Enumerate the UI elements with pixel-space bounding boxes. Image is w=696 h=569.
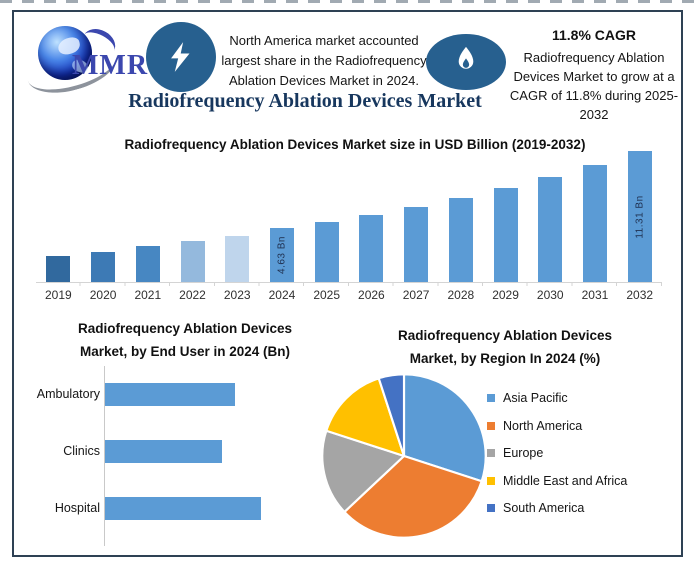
legend-item-asia-pacific: Asia Pacific (487, 391, 627, 405)
column-bar-2025 (314, 222, 339, 282)
lightning-icon (146, 22, 216, 92)
column-slot-2026 (349, 150, 394, 282)
legend-label: Middle East and Africa (503, 473, 628, 488)
x-axis-label-2023: 2023 (223, 288, 251, 302)
x-axis-label-2031: 2031 (581, 288, 609, 302)
mmr-logo-text: MMR (72, 50, 149, 81)
column-bar-2020 (91, 251, 116, 282)
column-data-label-2032: 11.31 Bn (634, 194, 646, 239)
legend-item-south-america: South America (487, 501, 627, 515)
column-slot-2029 (483, 150, 528, 282)
end-user-category-labels: Ambulatory Clinics Hospital (12, 383, 100, 554)
column-bar-2027 (404, 207, 429, 282)
x-axis-label-2026: 2026 (358, 288, 385, 302)
x-axis-labels: 2019 2020 2021 2022 2023 2024 2025 2026 2027 2028… (36, 288, 662, 302)
legend-item-europe: Europe (487, 446, 627, 460)
column-bar-2030 (538, 177, 563, 282)
x-axis-label-2025: 2025 (313, 288, 341, 302)
legend-label: Asia Pacific (503, 391, 568, 405)
end-user-label-clinics: Clinics (63, 444, 100, 458)
column-slot-2021 (125, 150, 170, 282)
legend-swatch-icon (487, 421, 495, 430)
legend-label: Europe (503, 446, 544, 460)
column-slot-2031 (573, 150, 618, 282)
market-size-column-chart: 4.63 Bn 11.31 Bn (36, 150, 662, 283)
legend-item-middle-east-and-africa: Middle East and Africa (487, 474, 627, 488)
cagr-headline: 11.8% CAGR (551, 27, 637, 43)
end-user-y-axis (104, 366, 105, 546)
region-legend: Asia Pacific North America Europe Middle Ea… (487, 391, 627, 529)
x-axis-label-2030: 2030 (536, 288, 564, 302)
legend-item-north-america: North America (487, 419, 627, 433)
north-america-callout-text: North America market accounted largest s… (221, 33, 427, 89)
column-bar-2029 (493, 188, 518, 282)
legend-label: South America (503, 501, 585, 515)
column-bar-2021 (135, 246, 160, 282)
pie-slice-north-america (343, 454, 483, 539)
column-bar-2031 (582, 164, 607, 282)
column-slot-2024: 4.63 Bn (260, 150, 305, 282)
column-bar-2019 (46, 256, 71, 282)
column-slot-2019 (36, 150, 81, 282)
legend-label: North America (503, 418, 583, 433)
mmr-logo: MMR (21, 20, 149, 102)
column-slot-2028 (438, 150, 483, 282)
column-bar-2022 (180, 241, 205, 282)
column-data-label-2024: 4.63 Bn (276, 236, 288, 275)
market-size-chart-title: Radiofrequency Ablation Devices Market s… (124, 137, 586, 152)
globe-icon (38, 26, 92, 80)
page-title: Radiofrequency Ablation Devices Market (128, 90, 482, 112)
region-pie-chart (318, 370, 490, 542)
top-dashed-line (0, 0, 696, 3)
cagr-text: Radiofrequency Ablation Devices Market t… (509, 50, 679, 122)
end-user-chart-title: Radiofrequency Ablation Devices Market, … (77, 321, 293, 359)
cagr-callout: 11.8% CAGR Radiofrequency Ablation Devic… (506, 27, 682, 124)
pie-slice-south-america (377, 373, 406, 458)
column-slot-2023 (215, 150, 260, 282)
column-bar-2024: 4.63 Bn (269, 228, 294, 282)
x-axis-label-2027: 2027 (402, 288, 430, 302)
end-user-label-ambulatory: Ambulatory (36, 387, 100, 401)
column-bar-2026 (359, 214, 384, 282)
x-axis-label-2020: 2020 (89, 288, 117, 302)
legend-swatch-icon (487, 476, 495, 485)
column-slot-2032: 11.31 Bn (617, 150, 662, 282)
pie-slice-asia-pacific (402, 373, 487, 483)
end-user-bar-ambulatory (105, 383, 235, 406)
legend-swatch-icon (487, 394, 495, 402)
x-axis-label-2032: 2032 (626, 288, 654, 302)
x-axis-label-2021: 2021 (134, 288, 162, 302)
legend-swatch-icon (487, 504, 495, 512)
x-axis-label-2028: 2028 (447, 288, 475, 302)
end-user-bar-chart (105, 383, 261, 554)
column-slot-2020 (81, 150, 126, 282)
end-user-bar-hospital (105, 497, 261, 520)
column-bar-2032: 11.31 Bn (627, 151, 652, 282)
x-axis-label-2019: 2019 (45, 288, 72, 302)
x-axis-label-2024: 2024 (268, 288, 296, 302)
column-slot-2030 (528, 150, 573, 282)
column-bar-2023 (225, 235, 250, 282)
column-bar-2028 (448, 198, 473, 282)
end-user-bar-clinics (105, 440, 222, 463)
column-slot-2022 (170, 150, 215, 282)
x-axis-ticks (36, 283, 662, 286)
end-user-label-hospital: Hospital (54, 501, 100, 515)
x-axis-label-2022: 2022 (179, 288, 206, 302)
flame-icon (426, 34, 506, 90)
column-slot-2027 (394, 150, 439, 282)
legend-swatch-icon (487, 449, 495, 457)
region-chart-title: Radiofrequency Ablation Devices Market, … (397, 328, 613, 366)
column-slot-2025 (304, 150, 349, 282)
x-axis-label-2029: 2029 (492, 288, 519, 302)
pie-slice-europe (321, 429, 406, 514)
